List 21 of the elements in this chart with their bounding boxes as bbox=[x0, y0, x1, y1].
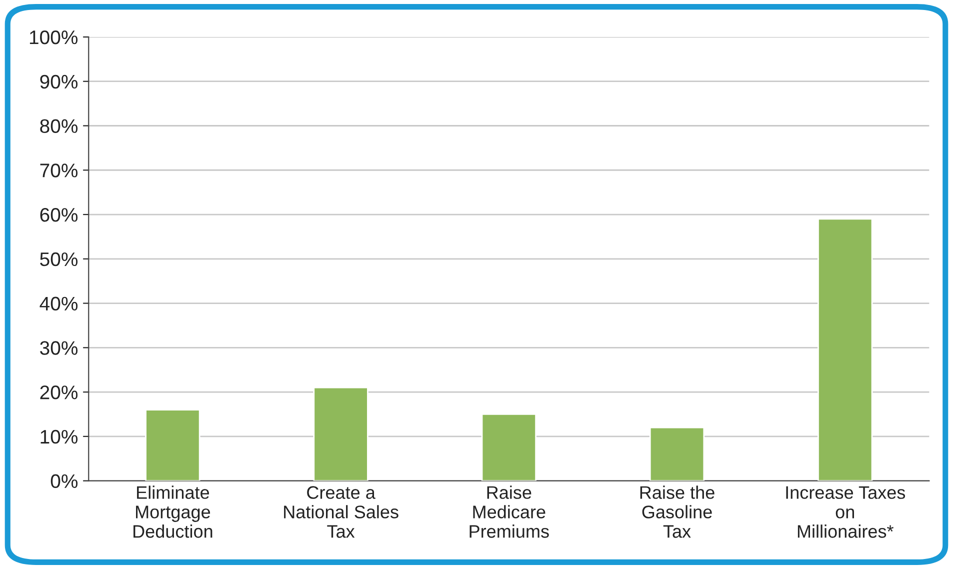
bar bbox=[145, 409, 200, 481]
y-tick-label: 30% bbox=[40, 341, 78, 355]
bar bbox=[481, 414, 536, 481]
y-tick-label: 90% bbox=[40, 74, 78, 89]
x-tick-label: Increase Taxes on Millionaires* bbox=[786, 486, 906, 538]
y-tick-label: 80% bbox=[40, 119, 78, 133]
y-tick-label: 40% bbox=[40, 296, 78, 311]
y-tick-label: 10% bbox=[40, 430, 78, 444]
y-tick-label: 50% bbox=[40, 252, 78, 266]
x-tick-label: Eliminate Mortgage Deduction bbox=[134, 486, 212, 538]
x-tick-label: Raise Medicare Premiums bbox=[470, 486, 549, 538]
y-tick-label: 100% bbox=[30, 30, 78, 44]
y-tick-label: 60% bbox=[40, 208, 78, 222]
y-tick-label: 0% bbox=[50, 474, 78, 488]
x-tick-label: Create a National Sales Tax bbox=[284, 486, 398, 538]
bar bbox=[313, 386, 368, 481]
y-tick-label: 70% bbox=[40, 164, 78, 178]
x-tick-label: Raise the Gasoline Tax bbox=[640, 486, 714, 538]
bar bbox=[818, 218, 873, 481]
y-tick-label: 20% bbox=[40, 386, 78, 400]
bar bbox=[649, 426, 705, 481]
